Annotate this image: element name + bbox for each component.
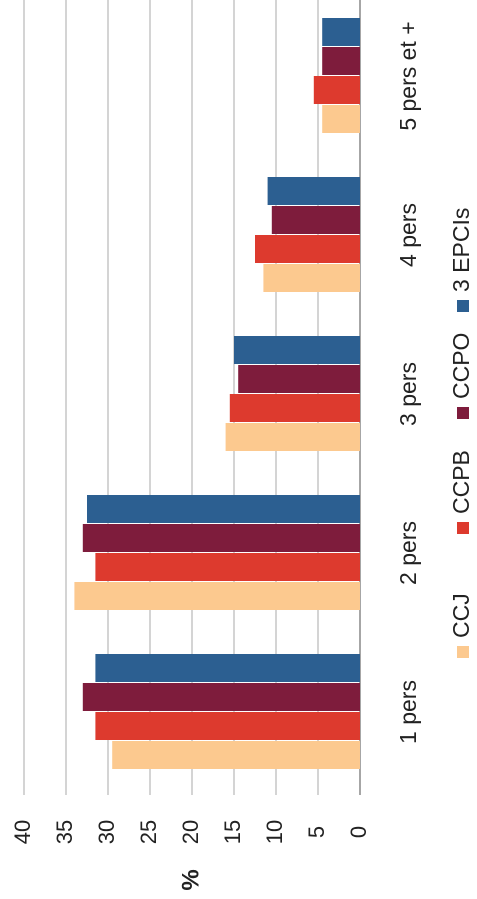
value-axis-ticks: 0 5 10 15 20 25 30 35 40 bbox=[10, 820, 371, 844]
bar bbox=[322, 47, 360, 75]
legend-label: 3 EPCIs bbox=[448, 208, 474, 292]
legend-swatch bbox=[457, 300, 469, 312]
bar bbox=[322, 105, 360, 133]
bar bbox=[95, 553, 361, 581]
category-label: 3 pers bbox=[395, 362, 421, 426]
bar bbox=[313, 76, 360, 104]
category-label: 1 pers bbox=[395, 680, 421, 744]
bar bbox=[87, 495, 360, 523]
tick-label: 0 bbox=[346, 826, 371, 838]
tick-label: 20 bbox=[178, 820, 203, 844]
bar bbox=[95, 712, 361, 740]
bar bbox=[263, 264, 360, 292]
bars bbox=[74, 18, 361, 769]
bar bbox=[238, 365, 360, 393]
category-label: 5 pers et + bbox=[395, 21, 421, 130]
category-label: 2 pers bbox=[395, 521, 421, 585]
tick-label: 25 bbox=[136, 820, 161, 844]
tick-label: 40 bbox=[10, 820, 35, 844]
legend-swatch bbox=[457, 407, 469, 419]
legend-label: CCPO bbox=[448, 333, 474, 399]
tick-label: 35 bbox=[52, 820, 77, 844]
category-labels: 1 pers 2 pers 3 pers 4 pers 5 pers et + bbox=[395, 21, 421, 744]
bar bbox=[322, 18, 360, 46]
gridlines bbox=[23, 0, 361, 795]
bar bbox=[267, 177, 360, 205]
plot-area bbox=[23, 0, 361, 795]
value-axis-title: % bbox=[177, 869, 204, 890]
tick-label: 5 bbox=[304, 826, 329, 838]
category-label: 4 pers bbox=[395, 203, 421, 267]
bar bbox=[82, 683, 361, 711]
legend-label: CCJ bbox=[448, 593, 474, 638]
legend-swatch bbox=[457, 522, 469, 534]
bar bbox=[82, 524, 361, 552]
tick-label: 10 bbox=[262, 820, 287, 844]
tick-label: 15 bbox=[220, 820, 245, 844]
bar bbox=[234, 336, 360, 364]
bar bbox=[255, 235, 360, 263]
bar bbox=[95, 654, 361, 682]
bar bbox=[229, 394, 360, 422]
tick-label: 30 bbox=[94, 820, 119, 844]
legend: CCJ CCPB CCPO 3 EPCIs bbox=[448, 208, 474, 658]
bar bbox=[112, 741, 360, 769]
legend-swatch bbox=[457, 646, 469, 658]
bar bbox=[74, 582, 361, 610]
bar bbox=[271, 206, 360, 234]
legend-label: CCPB bbox=[448, 450, 474, 514]
bar bbox=[225, 423, 360, 451]
